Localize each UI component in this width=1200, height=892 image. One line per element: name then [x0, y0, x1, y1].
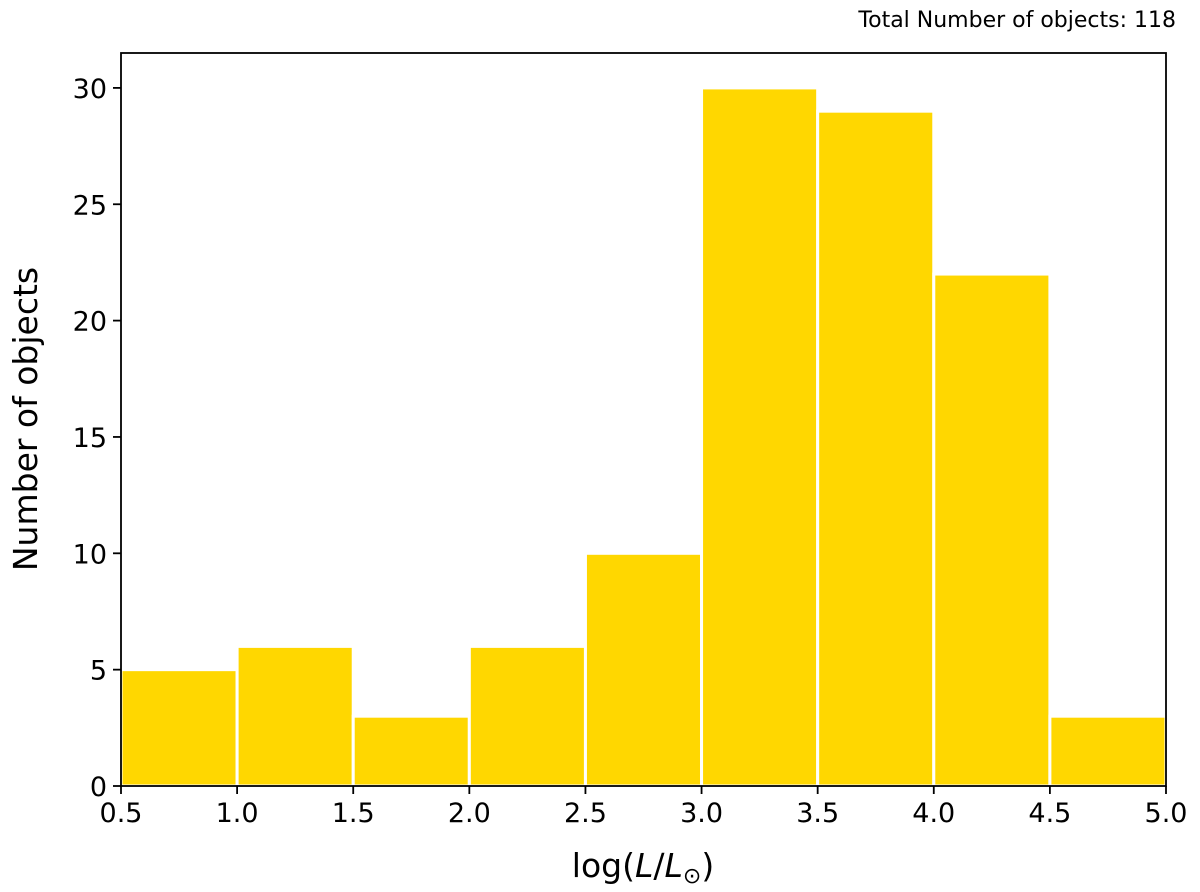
x-tick-label: 0.5	[100, 798, 143, 829]
histogram-bar	[235, 644, 355, 788]
x-tick-label: 3.0	[680, 798, 723, 829]
x-tick-label: 2.0	[448, 798, 491, 829]
x-tick-label: 1.0	[216, 798, 259, 829]
x-ticks-group: 0.5 1.0 1.5 2.0 2.5 3.0 3.5 4.0 4.5 5.0	[100, 786, 1188, 829]
plot-frame	[120, 52, 1167, 787]
y-tick-label: 5	[90, 656, 107, 687]
y-tick-label: 15	[73, 423, 107, 454]
histogram-bar	[119, 668, 239, 788]
histogram-bar	[816, 109, 936, 788]
histogram-bar	[932, 272, 1052, 788]
y-axis-title: Number of objects	[6, 267, 45, 571]
histogram-bar	[1048, 714, 1168, 788]
histogram-bar	[700, 86, 820, 788]
y-tick-label: 30	[73, 74, 107, 105]
y-ticks-group: 0 5 10 15 20 25 30	[73, 74, 121, 803]
x-tick-label: 4.5	[1028, 798, 1071, 829]
histogram-bar	[351, 714, 471, 788]
x-tick-label: 5.0	[1145, 798, 1188, 829]
histogram-bar	[583, 551, 704, 788]
x-tick-label: 1.5	[332, 798, 375, 829]
y-tick-label: 10	[73, 539, 107, 570]
total-objects-annotation: Total Number of objects: 118	[857, 8, 1176, 33]
x-axis-title: log(L/L⊙)	[572, 846, 714, 889]
histogram-bar	[467, 644, 587, 788]
bars-group	[119, 86, 1168, 788]
y-tick-label: 0	[90, 772, 107, 803]
x-tick-label: 3.5	[796, 798, 839, 829]
x-tick-label: 2.5	[564, 798, 607, 829]
y-tick-label: 20	[73, 307, 107, 338]
y-tick-label: 25	[73, 190, 107, 221]
x-tick-label: 4.0	[912, 798, 955, 829]
